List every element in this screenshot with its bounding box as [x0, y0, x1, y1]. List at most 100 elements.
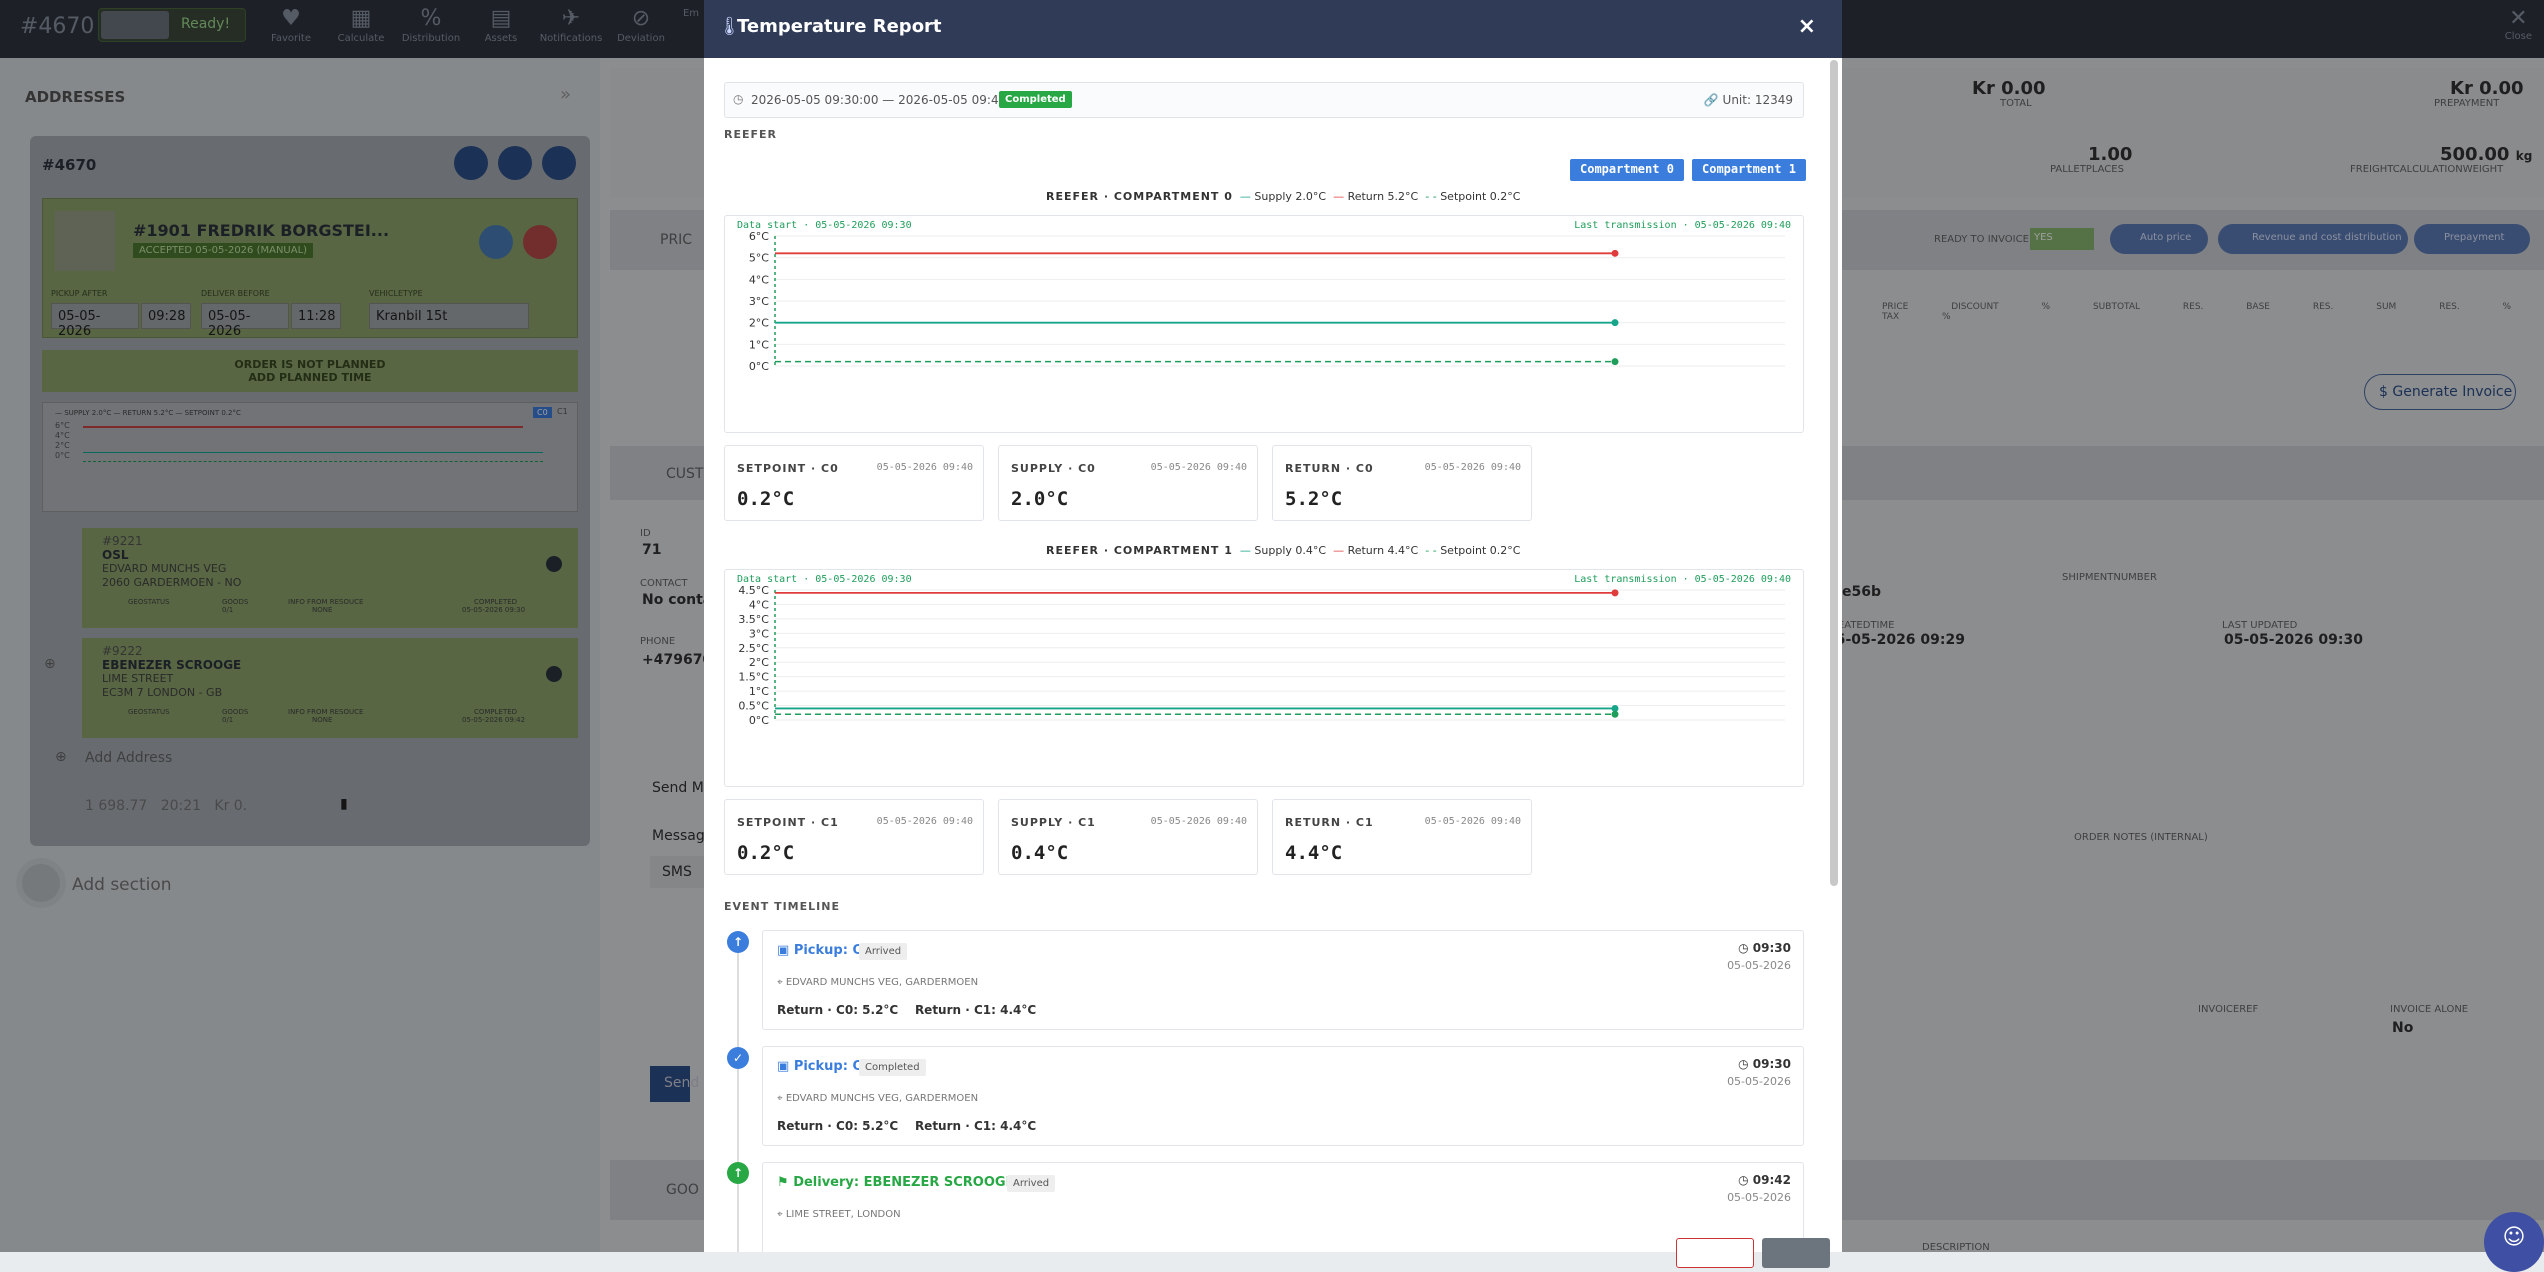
vehicletype-select[interactable]: Kranbil 15t [369, 303, 529, 329]
chart-title: REEFER · COMPARTMENT 0 [1046, 190, 1233, 203]
chevron-down-icon[interactable] [546, 666, 562, 682]
event-address: ⌖ EDVARD MUNCHS VEG, GARDERMOEN [777, 1093, 979, 1104]
y-tick-label: 3°C [749, 627, 769, 640]
pickup-time-input[interactable]: 09:28 [141, 303, 191, 329]
compartment-1-button[interactable]: Compartment 1 [1692, 159, 1806, 181]
schedule-button[interactable] [498, 146, 532, 180]
total-label: TOTAL [2000, 98, 2032, 109]
event-date: 05-05-2026 [1727, 959, 1791, 972]
palletplaces-value: 1.00 [2088, 144, 2133, 165]
share-button[interactable] [479, 225, 513, 259]
deviation-button[interactable]: ⊘ Deviation [606, 6, 676, 44]
chart-0-title-row: REEFER · COMPARTMENT 0 — Supply 2.0°C — … [1046, 190, 1521, 203]
stop-street: LIME STREET [102, 672, 174, 685]
close-footer-button[interactable] [1762, 1238, 1830, 1268]
event-dot: ✓ [727, 1047, 749, 1069]
event-card[interactable]: ⚑ Delivery: EBENEZER SCROOGE Arrived ◷ 0… [762, 1162, 1804, 1252]
heart-icon: ♥ [281, 6, 301, 31]
prepayment-button[interactable]: Prepayment [2414, 224, 2530, 254]
calendar-button[interactable] [454, 146, 488, 180]
not-planned-box[interactable]: ORDER IS NOT PLANNED ADD PLANNED TIME [42, 350, 578, 392]
compartment-0-button[interactable]: Compartment 0 [1570, 159, 1684, 181]
last-transmission-label: Last transmission · 05-05-2026 09:40 [1574, 220, 1791, 231]
revenue-distribution-button[interactable]: Revenue and cost distribution [2218, 224, 2408, 254]
chevron-down-icon[interactable] [546, 556, 562, 572]
add-address-link[interactable]: Add Address [85, 750, 173, 766]
add-planned-time-link[interactable]: ADD PLANNED TIME [248, 371, 372, 384]
route-button[interactable] [542, 146, 576, 180]
notifications-button[interactable]: ✈ Notifications [536, 6, 606, 44]
y-tick-label: 6°C [749, 230, 769, 243]
add-section-icon[interactable] [16, 858, 66, 908]
print-button[interactable] [1676, 1238, 1754, 1268]
deliver-date-input[interactable]: 05-05-2026 [201, 303, 289, 339]
assets-button[interactable]: ▤ Assets [466, 6, 536, 44]
pin-icon: ⌖ [777, 1209, 783, 1220]
timeline-label: EVENT TIMELINE [724, 900, 840, 913]
generate-invoice-button[interactable]: $ Generate Invoice [2364, 374, 2516, 410]
legend-supply: Supply 2.0°C [1254, 190, 1327, 203]
thermometer-icon: 🌡 [718, 16, 741, 37]
pickup-after-label: PICKUP AFTER [51, 289, 108, 298]
modal-header: 🌡 Temperature Report × [704, 0, 1842, 58]
collapse-icon[interactable]: » [560, 84, 572, 105]
em-button[interactable]: Em [682, 8, 700, 19]
status-box[interactable]: Ready! [98, 8, 246, 42]
distribution-button[interactable]: % Distribution [396, 6, 466, 44]
send-button[interactable]: Send [650, 1066, 699, 1102]
totals-row: 1 698.77 20:21 Kr 0. [85, 798, 248, 814]
trash-icon[interactable]: ▮ [340, 796, 348, 812]
contact-value[interactable]: No conta [642, 592, 713, 608]
y-tick-label: 0.5°C [738, 700, 769, 713]
event-card[interactable]: ▣ Pickup: OSL Arrived ◷ 09:30 05-05-2026… [762, 930, 1804, 1030]
y-tick-label: 1.5°C [738, 671, 769, 684]
chart-0-plot: Data start · 05-05-2026 09:30 Last transm… [737, 220, 1791, 373]
chart-1-plot: Data start · 05-05-2026 09:30 Last transm… [737, 574, 1791, 727]
favorite-button[interactable]: ♥ Favorite [256, 6, 326, 44]
legend-setpoint: Setpoint 0.2°C [1440, 544, 1521, 557]
event-title: ⚑ Delivery: EBENEZER SCROOGE [777, 1175, 1015, 1190]
invoice-alone-select[interactable]: No [2392, 1020, 2414, 1036]
assets-icon: ▤ [490, 6, 512, 31]
stop-card[interactable]: #9222 EBENEZER SCROOGE LIME STREET EC3M … [82, 638, 578, 738]
accepted-badge: ACCEPTED 05-05-2026 (MANUAL) [133, 243, 314, 258]
calculate-button[interactable]: ▦ Calculate [326, 6, 396, 44]
reefer-label: REEFER [724, 128, 777, 141]
y-tick-label: 2°C [749, 317, 769, 330]
ready-to-invoice-toggle[interactable]: YES [2030, 228, 2094, 250]
reading-card: RETURN · C0 05-05-2026 09:40 5.2°C [1272, 445, 1532, 521]
stop-city: 2060 GARDERMOEN - NO [102, 576, 242, 589]
prepayment-label: PREPAYMENT [2434, 98, 2500, 109]
temperature-report-modal: 🌡 Temperature Report × ◷ 2026-05-05 09:3… [704, 0, 1842, 1268]
addresses-header: ADDRESSES [25, 88, 126, 106]
auto-price-button[interactable]: Auto price [2110, 224, 2208, 254]
chart-1[interactable]: Data start · 05-05-2026 09:30 Last transm… [724, 569, 1804, 787]
palletplaces-label: PALLETPLACES [2050, 164, 2124, 175]
close-icon[interactable]: × [1797, 14, 1816, 39]
close-order-button[interactable]: ✕ Close [2504, 6, 2532, 42]
remove-driver-button[interactable] [523, 225, 557, 259]
modal-scrollbar[interactable] [1830, 60, 1838, 886]
help-button[interactable]: ☺ [2484, 1212, 2544, 1272]
deliver-time-input[interactable]: 11:28 [291, 303, 341, 329]
status-input[interactable] [101, 11, 169, 39]
plus-icon[interactable]: ⊕ [44, 656, 56, 672]
pickup-date-input[interactable]: 05-05-2026 [51, 303, 139, 339]
mini-c1-badge[interactable]: C1 [557, 407, 568, 416]
y-tick-label: 2°C [749, 656, 769, 669]
event-card[interactable]: ▣ Pickup: OSL Completed ◷ 09:30 05-05-20… [762, 1046, 1804, 1146]
mini-c0-badge[interactable]: C0 [533, 407, 552, 418]
legend-return: Return 4.4°C [1347, 544, 1419, 557]
plus-icon[interactable]: ⊕ [55, 749, 67, 765]
box-icon: ▣ [777, 1059, 790, 1074]
price-columns: PRICE DISCOUNT % SUBTOTAL RES. BASE RES.… [1882, 302, 2512, 322]
mini-legend: — SUPPLY 2.0°C — RETURN 5.2°C — SETPOINT… [55, 409, 241, 417]
chart-0[interactable]: Data start · 05-05-2026 09:30 Last transm… [724, 215, 1804, 433]
stop-card[interactable]: #9221 OSL EDVARD MUNCHS VEG 2060 GARDERM… [82, 528, 578, 628]
mini-temperature-chart[interactable]: — SUPPLY 2.0°C — RETURN 5.2°C — SETPOINT… [42, 402, 578, 512]
add-section-link[interactable]: Add section [72, 875, 172, 895]
y-tick-label: 4°C [749, 273, 769, 286]
event-badge: Completed [859, 1059, 926, 1076]
send-icon: ✈ [561, 6, 581, 31]
event-date: 05-05-2026 [1727, 1191, 1791, 1204]
